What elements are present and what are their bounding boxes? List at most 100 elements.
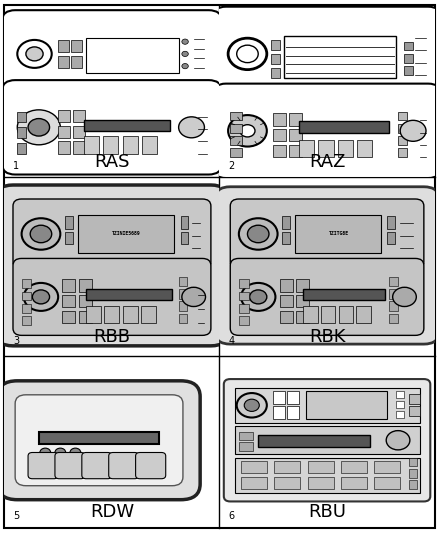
Bar [289,145,302,157]
Bar [230,111,241,120]
Bar [238,304,248,313]
Bar [64,216,73,229]
Bar [58,126,70,138]
Bar [71,55,81,68]
Bar [272,391,284,405]
FancyBboxPatch shape [0,185,228,346]
Bar [64,232,73,245]
Circle shape [70,448,81,457]
Bar [389,313,397,323]
Text: RBU: RBU [307,503,345,521]
Circle shape [181,39,188,44]
Circle shape [17,110,60,145]
Text: 5: 5 [13,511,19,521]
FancyBboxPatch shape [109,453,138,479]
Text: 6: 6 [228,511,234,521]
FancyBboxPatch shape [28,453,58,479]
FancyBboxPatch shape [81,453,112,479]
Circle shape [399,120,425,141]
Circle shape [240,125,254,137]
Bar [289,114,302,126]
Bar [17,127,26,138]
Bar [274,461,300,473]
Bar [340,477,366,489]
Bar [39,432,159,444]
Bar [86,305,101,323]
Bar [395,410,403,417]
FancyBboxPatch shape [13,259,210,335]
Circle shape [236,45,258,63]
Bar [272,129,286,141]
Bar [320,305,335,323]
Bar [395,391,403,398]
Bar [295,311,308,323]
Bar [240,477,266,489]
Circle shape [244,399,259,411]
Text: RDW: RDW [90,503,134,521]
Bar [386,232,394,245]
Bar [303,305,317,323]
Text: 3: 3 [13,336,19,346]
Bar [408,406,419,416]
Bar [274,477,300,489]
FancyBboxPatch shape [2,80,221,174]
Bar [337,140,352,157]
FancyBboxPatch shape [0,381,200,500]
Bar [230,148,241,157]
Bar [234,426,419,454]
Text: RAZ: RAZ [308,153,344,171]
Circle shape [26,47,43,61]
Bar [303,289,384,301]
Bar [395,401,403,408]
Bar [397,136,406,145]
Bar [279,295,292,308]
Bar [318,140,333,157]
Circle shape [181,63,188,69]
Bar [104,305,119,323]
Text: RBB: RBB [93,328,130,346]
Bar [389,277,397,286]
Bar [307,477,333,489]
Bar [21,316,31,325]
Bar [272,114,286,126]
Circle shape [181,287,205,306]
Bar [21,292,31,301]
Bar [408,458,417,466]
Circle shape [17,40,52,68]
Bar [71,40,81,52]
Bar [78,215,174,253]
Bar [298,121,389,133]
Circle shape [181,51,188,56]
Bar [286,391,298,405]
Circle shape [28,118,49,136]
Bar [141,305,155,323]
Bar [58,55,69,68]
FancyBboxPatch shape [212,84,438,178]
Bar [281,216,290,229]
Bar [62,311,75,323]
Text: 2: 2 [228,161,234,171]
Bar [386,216,394,229]
Circle shape [32,290,49,304]
Bar [258,435,369,447]
Bar [238,432,252,440]
FancyBboxPatch shape [13,199,210,269]
Bar [283,36,395,78]
Bar [62,295,75,308]
FancyBboxPatch shape [230,259,423,335]
Bar [238,316,248,325]
Bar [389,289,397,298]
Bar [238,292,248,301]
Bar [281,232,290,245]
Bar [123,136,138,154]
Circle shape [178,117,204,138]
Bar [279,279,292,292]
Bar [62,279,75,292]
Bar [307,461,333,473]
Bar [397,124,406,133]
Bar [180,232,188,245]
Circle shape [228,115,266,147]
Bar [408,394,419,403]
FancyBboxPatch shape [230,199,423,269]
Bar [238,442,252,451]
